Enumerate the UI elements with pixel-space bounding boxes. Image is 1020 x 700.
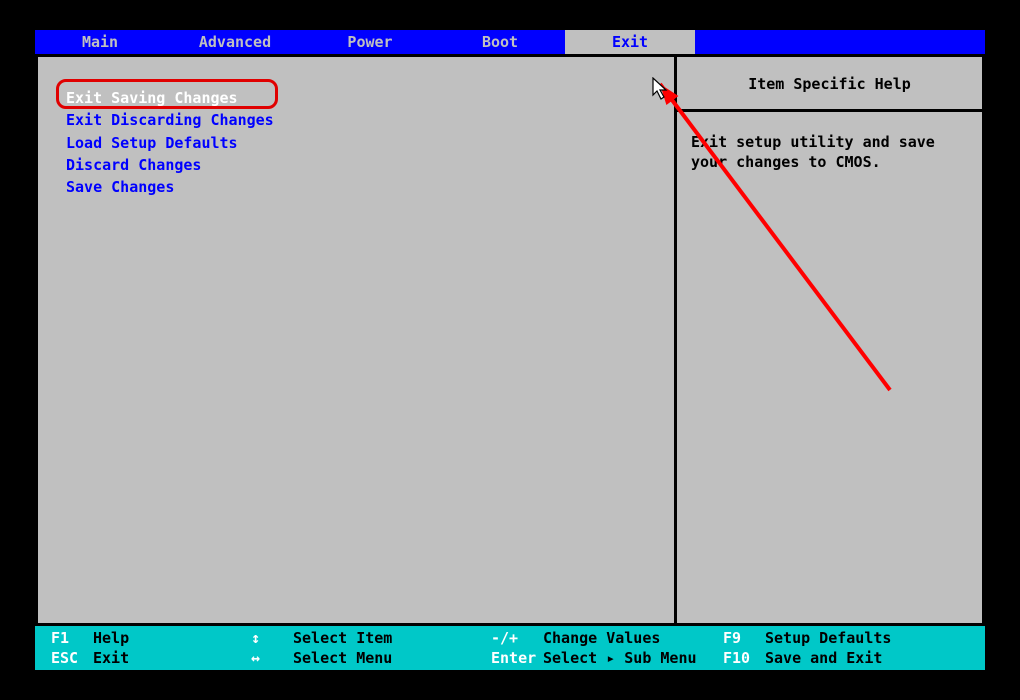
legend-key: ↔ <box>251 649 293 667</box>
tab-main[interactable]: Main <box>35 30 165 54</box>
legend-key: F1 <box>51 629 93 647</box>
legend-key: F10 <box>723 649 765 667</box>
legend-row: F1Help↕Select Item-/+Change ValuesF9Setu… <box>51 628 981 648</box>
legend-label: Select Item <box>293 629 491 647</box>
menu-item-discard-changes[interactable]: Discard Changes <box>66 154 656 176</box>
legend-label: Exit <box>93 649 251 667</box>
menu-item-exit-discarding-changes[interactable]: Exit Discarding Changes <box>66 109 656 131</box>
legend-label: Save and Exit <box>765 649 935 667</box>
tab-power[interactable]: Power <box>305 30 435 54</box>
tab-advanced[interactable]: Advanced <box>165 30 305 54</box>
menu-item-load-setup-defaults[interactable]: Load Setup Defaults <box>66 132 656 154</box>
legend-label: Select Menu <box>293 649 491 667</box>
exit-menu-panel: Exit Saving ChangesExit Discarding Chang… <box>38 57 677 623</box>
legend-key: -/+ <box>491 629 543 647</box>
help-title: Item Specific Help <box>677 57 982 112</box>
help-panel: Item Specific Help Exit setup utility an… <box>677 57 982 623</box>
legend-key: ESC <box>51 649 93 667</box>
legend-label: Select ▸ Sub Menu <box>543 649 723 667</box>
tab-bar: MainAdvancedPowerBootExit <box>35 30 985 54</box>
legend-key: ↕ <box>251 629 293 647</box>
menu-item-exit-saving-changes[interactable]: Exit Saving Changes <box>66 87 656 109</box>
tab-exit[interactable]: Exit <box>565 30 695 54</box>
legend-label: Setup Defaults <box>765 629 935 647</box>
help-body: Exit setup utility and save your changes… <box>677 112 982 193</box>
bios-window: MainAdvancedPowerBootExit Exit Saving Ch… <box>35 30 985 670</box>
legend-row: ESCExit↔Select MenuEnterSelect ▸ Sub Men… <box>51 648 981 668</box>
menu-item-save-changes[interactable]: Save Changes <box>66 176 656 198</box>
legend-key: F9 <box>723 629 765 647</box>
legend-label: Change Values <box>543 629 723 647</box>
tab-boot[interactable]: Boot <box>435 30 565 54</box>
legend-footer: F1Help↕Select Item-/+Change ValuesF9Setu… <box>35 626 985 670</box>
legend-key: Enter <box>491 649 543 667</box>
legend-label: Help <box>93 629 251 647</box>
main-area: Exit Saving ChangesExit Discarding Chang… <box>35 54 985 626</box>
